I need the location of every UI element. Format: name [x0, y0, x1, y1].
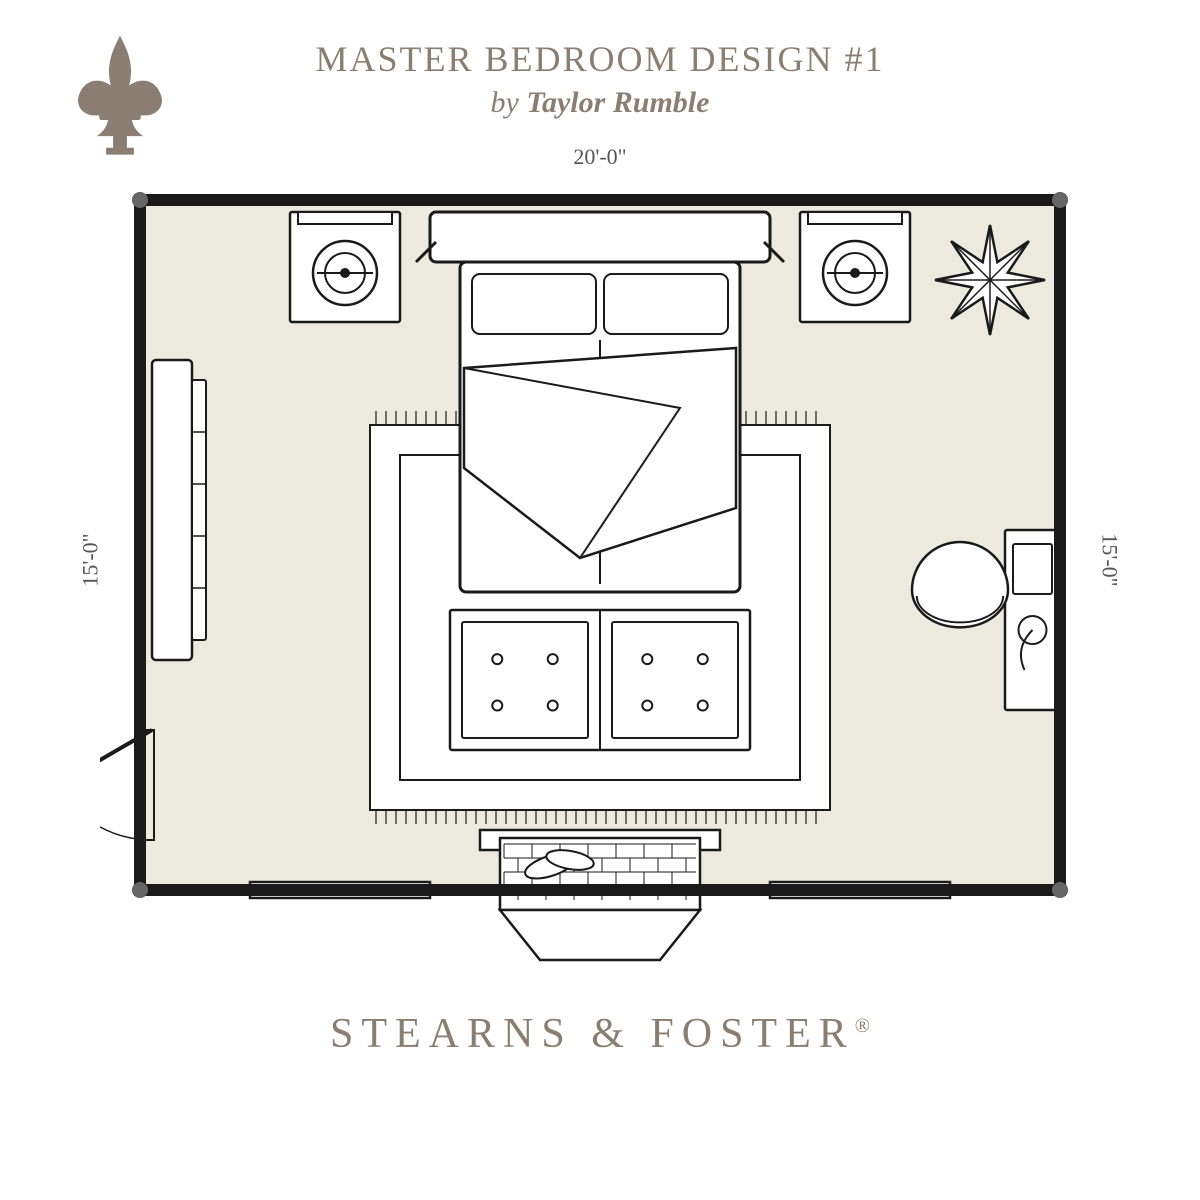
- by-prefix: by: [491, 86, 527, 119]
- floorplan-container: 20'-0" 15'-0" 15'-0": [100, 150, 1100, 970]
- registered-mark: ®: [855, 1015, 870, 1037]
- dimension-height-right: 15'-0": [1096, 533, 1122, 586]
- byline: by Taylor Rumble: [0, 86, 1200, 120]
- brand-name: STEARNS & FOSTER: [330, 1011, 855, 1057]
- brand-footer: STEARNS & FOSTER®: [0, 1010, 1200, 1058]
- dimension-width: 20'-0": [573, 144, 626, 170]
- header: MASTER BEDROOM DESIGN #1 by Taylor Rumbl…: [0, 0, 1200, 120]
- floorplan-diagram: [100, 170, 1100, 970]
- author-name: Taylor Rumble: [526, 86, 709, 119]
- page-title: MASTER BEDROOM DESIGN #1: [0, 38, 1200, 80]
